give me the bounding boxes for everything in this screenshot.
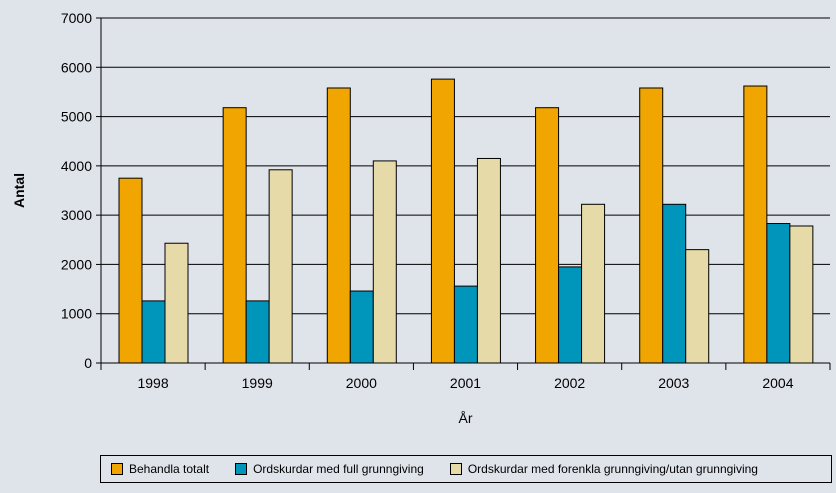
bar — [268, 169, 293, 364]
bar — [118, 177, 143, 364]
bar — [535, 107, 560, 364]
y-tick-label: 6000 — [61, 59, 92, 75]
bar — [453, 285, 478, 364]
x-axis-title: År — [459, 410, 473, 426]
bar — [766, 223, 791, 364]
bar — [743, 85, 768, 364]
bar — [789, 225, 814, 364]
bar — [222, 107, 247, 364]
legend-item: Behandla totalt — [111, 462, 209, 476]
legend-label: Ordskurdar med full grunngiving — [253, 462, 424, 476]
bar — [476, 157, 501, 364]
x-tick-label: 1999 — [242, 375, 273, 391]
y-tick-label: 7000 — [61, 10, 92, 26]
legend-swatch — [235, 463, 248, 475]
x-tick-label: 2000 — [346, 375, 377, 391]
bar — [685, 249, 710, 364]
bar — [581, 203, 606, 364]
bar — [349, 290, 374, 364]
x-tick-label: 2003 — [658, 375, 689, 391]
bar — [639, 87, 664, 364]
bar — [326, 87, 351, 364]
y-tick-label: 0 — [84, 355, 92, 371]
bar-chart: 0 1000 2000 3000 4000 5000 6000 7000 1998 1999 200… — [11, 10, 831, 426]
x-tick-label: 2004 — [762, 375, 793, 391]
bar — [372, 160, 397, 364]
bar — [245, 300, 270, 364]
y-tick-label: 1000 — [61, 306, 92, 322]
bar — [164, 242, 189, 364]
legend-label: Ordskurdar med forenkla grunngiving/utan… — [467, 462, 758, 476]
x-tick-label: 2002 — [554, 375, 585, 391]
legend-swatch — [111, 463, 123, 475]
legend-item: Ordskurdar med full grunngiving — [235, 462, 424, 476]
y-tick-label: 5000 — [61, 109, 92, 125]
y-tick-label: 4000 — [61, 158, 92, 174]
bar — [430, 78, 455, 364]
bar — [662, 203, 687, 364]
legend-label: Behandla totalt — [129, 462, 210, 476]
y-tick-label: 2000 — [61, 256, 92, 272]
legend-swatch — [449, 463, 462, 475]
legend-item: Ordskurdar med forenkla grunngiving/utan… — [449, 462, 758, 476]
legend: Behandla totalt Ordskurdar med full grun… — [100, 455, 832, 483]
bar — [141, 300, 166, 364]
y-tick-label: 3000 — [61, 207, 92, 223]
x-tick-label: 1998 — [137, 375, 168, 391]
x-tick-label: 2001 — [450, 375, 481, 391]
y-axis-title: Antal — [11, 173, 27, 208]
bar — [558, 266, 583, 364]
